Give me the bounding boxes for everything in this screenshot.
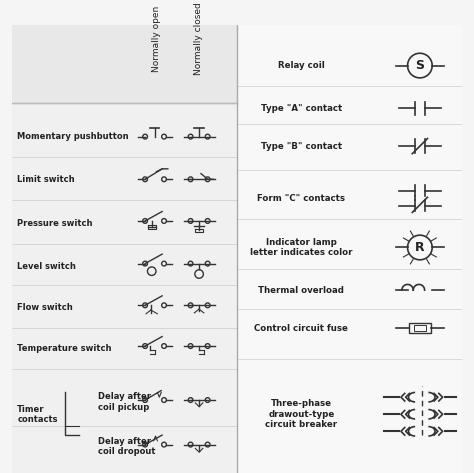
Text: Momentary pushbutton: Momentary pushbutton [17,132,129,141]
Text: R: R [415,241,425,254]
Text: Level switch: Level switch [17,262,76,271]
Text: Type "A" contact: Type "A" contact [261,104,342,113]
Bar [414,325,426,331]
Bar [12,25,237,104]
Text: Pressure switch: Pressure switch [17,219,93,228]
Text: Type "B" contact: Type "B" contact [261,141,342,150]
Text: Normally open: Normally open [152,6,161,72]
Text: Timer
contacts: Timer contacts [17,404,58,424]
Text: Thermal overload: Thermal overload [258,286,345,295]
Text: Three-phase
drawout-type
circuit breaker: Three-phase drawout-type circuit breaker [265,399,337,429]
Text: S: S [415,59,424,72]
Text: Control circuit fuse: Control circuit fuse [255,324,348,333]
Text: Delay after
coil pickup: Delay after coil pickup [98,392,151,412]
Text: Normally closed: Normally closed [194,3,203,75]
Text: Temperature switch: Temperature switch [17,344,112,353]
Text: Indicator lamp
letter indicates color: Indicator lamp letter indicates color [250,238,353,257]
Text: Relay coil: Relay coil [278,61,325,70]
Text: Delay after
coil dropout: Delay after coil dropout [98,437,155,456]
Bar [12,25,237,473]
Text: Limit switch: Limit switch [17,175,75,184]
Bar [237,25,462,473]
Bar [409,323,431,333]
Text: Flow switch: Flow switch [17,303,73,312]
Text: Form "C" contacts: Form "C" contacts [257,194,346,203]
